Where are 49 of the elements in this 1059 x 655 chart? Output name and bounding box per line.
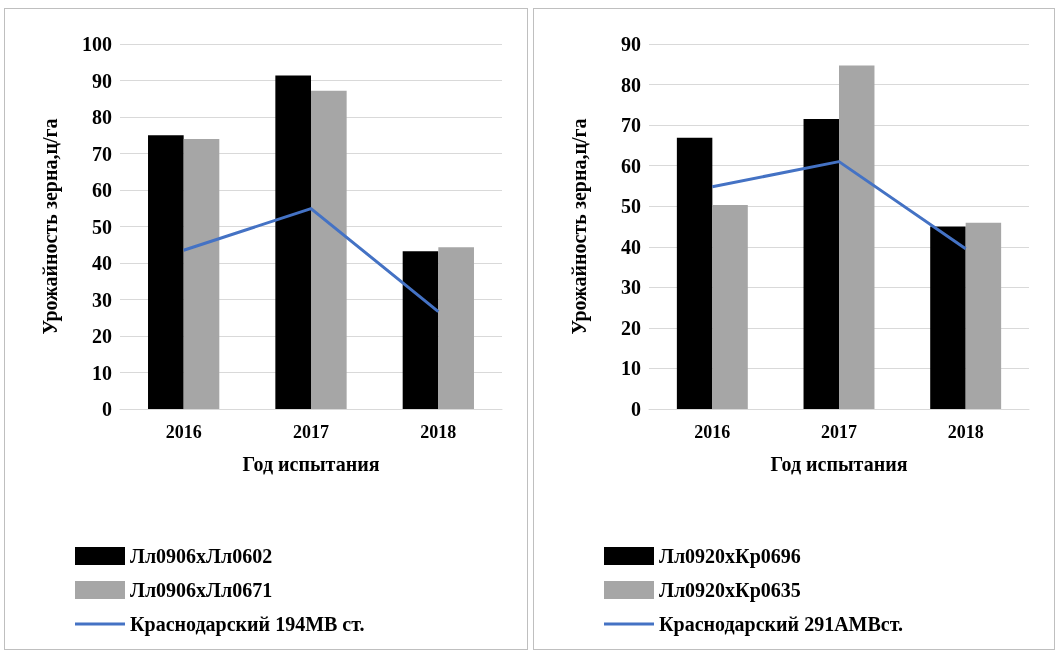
y-axis-title: Урожайность зерна,ц/га (39, 118, 62, 335)
y-tick-label: 50 (621, 195, 641, 218)
y-tick-label: 80 (621, 73, 641, 96)
bar (311, 90, 347, 409)
bar (839, 65, 875, 409)
y-tick-label: 90 (621, 33, 641, 55)
x-tick-label: 2018 (420, 422, 457, 442)
bar (402, 251, 439, 409)
x-tick-label: 2017 (293, 422, 329, 442)
bar (438, 247, 474, 409)
y-tick-label: 40 (92, 252, 112, 274)
y-tick-label: 100 (82, 33, 112, 55)
y-tick-label: 90 (92, 69, 112, 92)
y-tick-label: 10 (92, 361, 112, 384)
y-tick-label: 20 (92, 325, 112, 347)
y-tick-label: 80 (92, 106, 112, 128)
x-tick-label: 2016 (694, 422, 731, 442)
legend-label: Лл0920хКр0635 (659, 579, 801, 602)
y-tick-label: 70 (621, 114, 641, 137)
y-tick-label: 10 (621, 357, 641, 380)
x-tick-label: 2018 (947, 422, 984, 442)
bar (803, 119, 839, 409)
legend-label: Лл0920хКр0696 (659, 545, 801, 568)
x-axis-title: Год испытания (770, 453, 908, 475)
legend-label: Лл0906хЛл0602 (130, 545, 273, 567)
y-tick-label: 30 (92, 288, 112, 311)
bar (676, 137, 713, 409)
legend-label: Краснодарский 291АМВст. (659, 613, 903, 636)
x-tick-label: 2017 (821, 422, 857, 442)
y-tick-label: 0 (631, 398, 641, 420)
y-tick-label: 20 (621, 316, 641, 339)
legend-label: Лл0906хЛл0671 (130, 579, 273, 601)
y-tick-label: 60 (92, 179, 112, 201)
y-axis-title: Урожайность зерна,ц/га (568, 118, 591, 335)
y-tick-label: 40 (621, 235, 641, 258)
bar (183, 138, 220, 409)
x-axis-title: Год испытания (242, 453, 380, 475)
y-tick-label: 50 (92, 215, 112, 238)
bar (275, 75, 311, 409)
y-tick-label: 60 (621, 154, 641, 177)
x-tick-label: 2016 (165, 422, 202, 442)
legend-label: Краснодарский 194МВ ст. (130, 613, 365, 636)
y-tick-label: 30 (621, 276, 641, 299)
y-tick-label: 0 (102, 398, 112, 420)
bar (965, 222, 1002, 409)
bar (712, 205, 748, 409)
bar (930, 226, 966, 409)
y-tick-label: 70 (92, 142, 112, 165)
bar (148, 135, 184, 409)
